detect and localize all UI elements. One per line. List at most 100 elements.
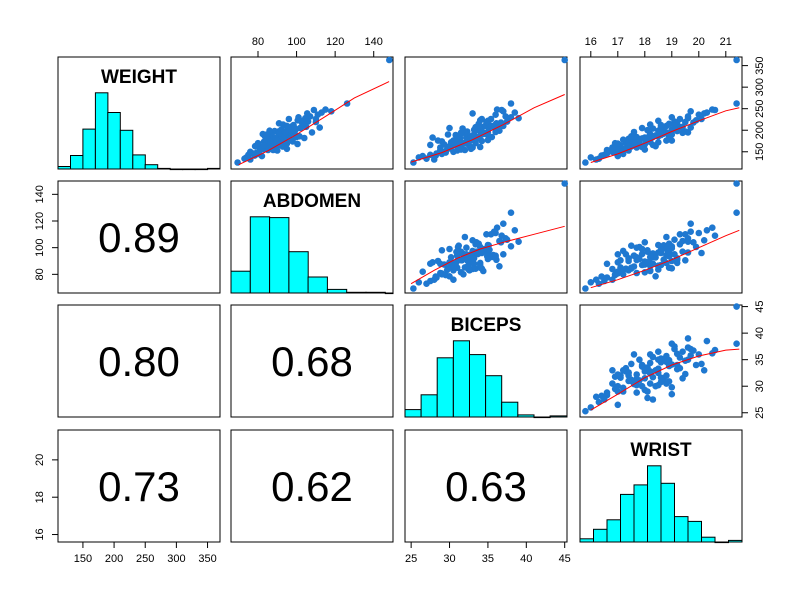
y-axis-right-weight: 150 200 250 300 350	[741, 56, 766, 161]
scatter-point	[665, 378, 673, 385]
scatter-point	[601, 151, 608, 159]
scatter-point	[386, 56, 393, 64]
tick-label: 16	[585, 36, 597, 48]
scatter-point	[484, 136, 492, 144]
scatter-point	[601, 277, 608, 285]
scatter-point	[695, 229, 703, 237]
scatter-point	[614, 382, 622, 390]
scatter-point	[328, 108, 335, 115]
scatter-point	[434, 137, 442, 144]
scatter-point	[476, 261, 484, 269]
scatter-point	[263, 131, 271, 138]
scatter-point	[668, 384, 676, 391]
histogram-bar	[194, 168, 209, 171]
scatter-point	[711, 106, 719, 114]
histogram-bar	[288, 251, 309, 294]
scatter-point	[254, 139, 262, 147]
histogram-bar	[674, 516, 689, 543]
scatter-point	[665, 120, 673, 128]
tick-label: 25	[754, 407, 766, 419]
histogram-bar	[436, 357, 454, 418]
scatter-point	[641, 146, 649, 153]
scatter-point	[447, 139, 455, 146]
scatter-point	[625, 257, 632, 265]
scatter-point	[671, 236, 678, 243]
correlation-abdomen-weight: 0.89	[98, 214, 180, 261]
scatter-point	[700, 237, 708, 244]
scatter-point	[687, 220, 694, 227]
scatter-point	[469, 237, 476, 244]
scatter-point	[483, 231, 490, 238]
panel-frame-biceps-abdomen	[230, 304, 394, 418]
tick-label: 100	[34, 238, 46, 256]
histogram-wrist	[579, 465, 743, 544]
scatter-point	[676, 354, 684, 361]
scatter-point	[638, 361, 646, 369]
scatter-point	[310, 106, 318, 114]
scatter-point	[646, 253, 654, 261]
scatter-point	[507, 209, 515, 216]
scatter-point	[679, 248, 686, 255]
correlation-biceps-weight: 0.80	[98, 338, 180, 385]
scatter-point	[703, 337, 711, 345]
scatter-point	[679, 237, 686, 245]
scatter-point	[302, 123, 310, 131]
correlation-wrist-abdomen: 0.62	[271, 463, 353, 510]
scatter-point	[684, 335, 692, 342]
scatter-point	[684, 238, 692, 245]
correlation-biceps-abdomen: 0.68	[271, 338, 353, 385]
scatter-point	[671, 345, 678, 353]
tick-label: 35	[754, 354, 766, 366]
scatter-point	[466, 142, 473, 149]
scatter-point	[638, 250, 646, 258]
scatter-point	[638, 261, 646, 269]
scatter-point	[687, 352, 694, 359]
tick-label: 19	[666, 36, 678, 48]
scatter-point	[663, 233, 670, 241]
scatter-point	[322, 106, 329, 113]
histogram-bar	[728, 539, 743, 543]
scatter-point	[733, 340, 740, 348]
scatter-point	[625, 267, 632, 274]
histogram-bar	[207, 167, 221, 170]
scatter-panel-weight-vs-abdomen	[234, 56, 393, 166]
scatter-point	[687, 108, 694, 115]
scatter-point	[444, 131, 452, 138]
histogram-biceps	[404, 340, 568, 419]
scatter-point	[498, 232, 506, 239]
scatter-point	[457, 146, 465, 153]
tick-label: 350	[754, 56, 766, 74]
tick-label: 120	[326, 36, 344, 48]
scatter-point	[455, 242, 463, 249]
histogram-bar	[307, 276, 328, 294]
scatter-point	[470, 254, 478, 262]
scatter-point	[684, 114, 692, 122]
scatter-point	[638, 124, 646, 132]
scatter-point	[561, 56, 568, 64]
scatter-point	[679, 348, 686, 356]
scatter-point	[668, 114, 676, 121]
scatter-point	[649, 141, 657, 149]
scatter-point	[703, 227, 711, 234]
scatter-point	[507, 100, 515, 107]
scatter-point	[619, 136, 627, 143]
scatter-point	[490, 228, 498, 235]
scatter-point	[641, 375, 649, 382]
scatter-point	[453, 135, 460, 143]
tick-label: 80	[252, 36, 264, 48]
scatter-point	[668, 131, 676, 138]
scatter-point	[655, 348, 662, 356]
tick-label: 40	[754, 327, 766, 339]
scatter-point	[649, 260, 657, 268]
scatter-point	[655, 241, 662, 249]
histogram-bar	[70, 155, 84, 170]
scatter-point	[649, 396, 657, 403]
tick-label: 17	[612, 36, 624, 48]
scatter-point	[429, 259, 436, 266]
histogram-bar	[660, 482, 675, 543]
scatter-point	[314, 111, 322, 118]
scatter-point	[446, 273, 453, 280]
x-axis-bottom-weight: 150 200 250 300 350	[74, 541, 217, 565]
scatter-point	[511, 227, 519, 234]
